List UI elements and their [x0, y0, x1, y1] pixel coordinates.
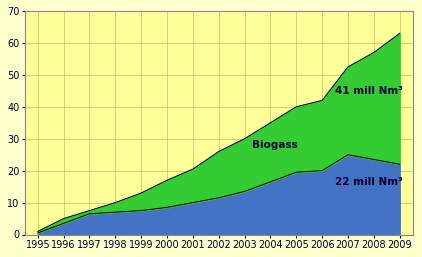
Text: Biogass: Biogass: [252, 140, 298, 150]
Text: 41 mill Nm³: 41 mill Nm³: [335, 86, 403, 96]
Text: 22 mill Nm³: 22 mill Nm³: [335, 177, 403, 187]
